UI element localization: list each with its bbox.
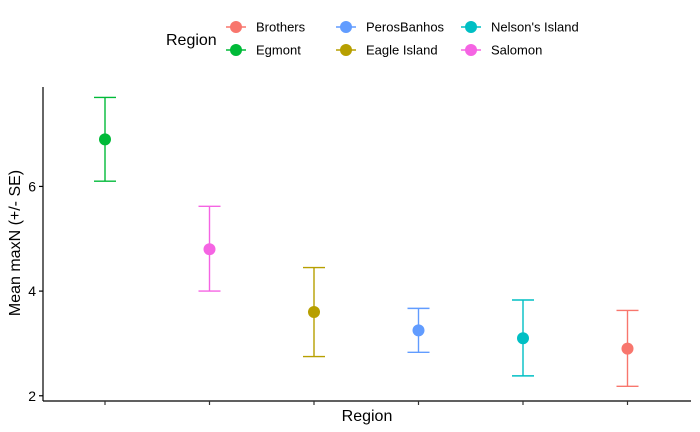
legend-label: Nelson's Island [491,20,579,35]
data-point [621,342,634,355]
y-tick-label: 6 [28,178,36,194]
data-group-eagle-island [303,266,325,358]
data-group-egmont [94,96,116,182]
data-point [308,306,320,319]
y-axis-title: Mean maxN (+/- SE) [7,170,24,316]
data-point [203,243,216,256]
legend-item: PerosBanhos [336,20,445,35]
legend-label: Salomon [491,43,542,58]
x-axis-title: Region [342,408,393,425]
legend-key-point [340,44,352,56]
data-group-salomon [198,205,221,292]
legend-key-point [230,21,242,33]
legend-item: Brothers [226,20,306,35]
data-group-nelson-s-island [512,299,534,377]
legend-label: Brothers [256,20,306,35]
data-point [517,332,529,345]
legend-label: Egmont [256,43,301,58]
legend-key-point [465,21,477,33]
legend: Region Brothers Egmont PerosBanhos Eagle Is… [166,20,579,58]
y-tick-label: 4 [28,283,36,299]
legend-key-point [230,44,242,56]
legend-item: Eagle Island [336,43,438,58]
legend-item: Egmont [226,43,301,58]
legend-item: Nelson's Island [461,20,579,35]
plot-area: 2 4 6 [28,87,691,405]
data-point [99,133,111,146]
legend-title: Region [166,32,217,49]
legend-label: Eagle Island [366,43,438,58]
legend-key-point [465,44,477,56]
legend-item: Salomon [461,43,542,58]
legend-label: PerosBanhos [366,20,445,35]
y-tick-label: 2 [28,388,36,404]
data-group-perosbanhos [407,307,430,354]
data-point [412,324,425,337]
data-group-brothers [616,309,639,388]
legend-key-point [340,21,352,33]
